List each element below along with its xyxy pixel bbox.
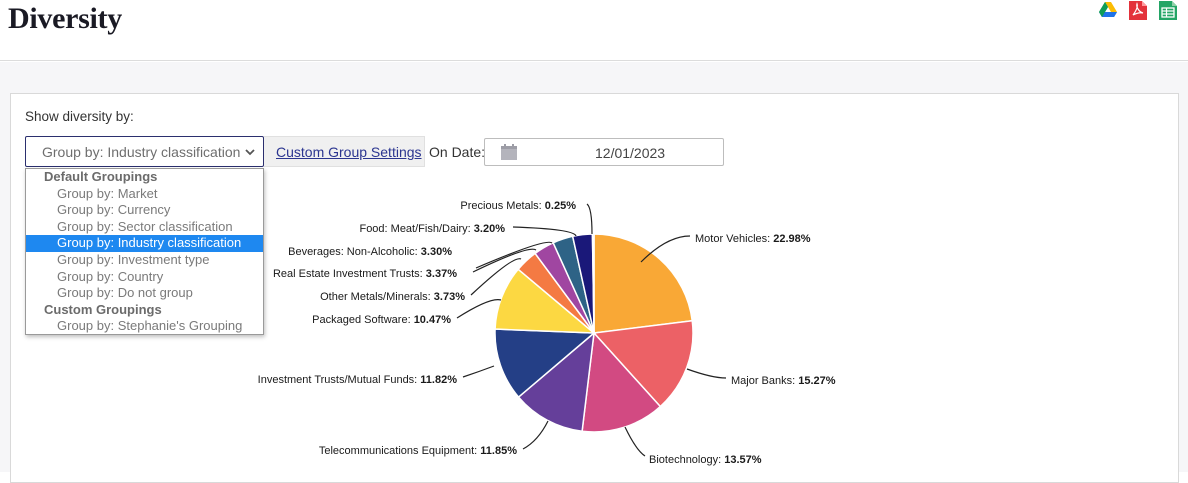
dropdown-item-country[interactable]: Group by: Country — [57, 268, 164, 284]
calendar-icon[interactable] — [500, 143, 518, 161]
slice-label-packaged-software: Packaged Software: 10.47% — [312, 314, 451, 326]
connector-line — [640, 235, 691, 263]
group-by-dropdown: Default Groupings Group by: Market Group… — [25, 168, 264, 335]
google-drive-icon[interactable] — [1098, 0, 1118, 20]
pdf-icon[interactable] — [1128, 0, 1148, 20]
connector-line — [472, 248, 537, 273]
pie-slice-precious-metals[interactable] — [591, 233, 595, 334]
slice-label-major-banks: Major Banks: 15.27% — [731, 375, 836, 387]
slice-label-investment-trusts-mutual-funds: Investment Trusts/Mutual Funds: 11.82% — [258, 374, 458, 386]
date-value: 12/01/2023 — [595, 145, 666, 161]
pie-slice-biotechnology[interactable] — [581, 331, 662, 433]
dropdown-item-industry[interactable]: Group by: Industry classification — [26, 235, 263, 252]
connector-line — [462, 365, 495, 378]
pie-slice-telecommunications-equipment[interactable] — [517, 331, 595, 433]
page-header: Diversity — [0, 0, 1188, 61]
slice-label-telecommunications-equipment: Telecommunications Equipment: 11.85% — [319, 445, 517, 457]
page-title: Diversity — [8, 2, 122, 35]
slice-label-food-meat-fish-dairy: Food: Meat/Fish/Dairy: 3.20% — [359, 223, 505, 235]
dropdown-item-investment-type[interactable]: Group by: Investment type — [57, 251, 210, 267]
group-by-select[interactable]: Group by: Industry classification — [25, 136, 264, 167]
slice-label-beverages-non-alcoholic: Beverages: Non-Alcoholic: 3.30% — [288, 246, 452, 258]
connector-line — [686, 368, 727, 379]
connector-line — [522, 420, 549, 450]
pie-slice-investment-trusts-mutual-funds[interactable] — [494, 328, 596, 399]
show-diversity-label: Show diversity by: — [25, 109, 134, 124]
spreadsheet-icon[interactable] — [1158, 0, 1178, 20]
pie-slice-major-banks[interactable] — [592, 319, 694, 408]
group-by-selected-value: Group by: Industry classification — [42, 144, 241, 160]
connector-line — [470, 258, 522, 296]
export-icons — [1098, 0, 1178, 20]
connector-line — [586, 203, 593, 235]
slice-label-motor-vehicles: Motor Vehicles: 22.98% — [695, 233, 811, 245]
pie-chart: Motor Vehicles: 22.98% Major Banks: 15.27… — [258, 200, 836, 466]
dropdown-item-stephanies-grouping[interactable]: Group by: Stephanie's Grouping — [57, 318, 243, 334]
dropdown-item-do-not-group[interactable]: Group by: Do not group — [57, 285, 193, 301]
dropdown-item-market[interactable]: Group by: Market — [57, 185, 158, 201]
slice-label-biotechnology: Biotechnology: 13.57% — [649, 454, 762, 466]
dropdown-group-custom: Custom Groupings — [44, 301, 162, 317]
chevron-down-icon — [245, 149, 255, 156]
connector-line — [475, 241, 553, 269]
connector-line — [624, 426, 646, 457]
slice-label-other-metals-minerals: Other Metals/Minerals: 3.73% — [320, 291, 465, 303]
custom-group-settings-button[interactable]: Custom Group Settings — [264, 136, 425, 167]
slice-label-precious-metals: Precious Metals: 0.25% — [460, 200, 576, 212]
slice-label-real-estate-investment-trusts: Real Estate Investment Trusts: 3.37% — [273, 268, 457, 280]
dropdown-item-sector[interactable]: Group by: Sector classification — [57, 218, 233, 234]
connector-line — [456, 299, 502, 319]
pie-slice-motor-vehicles[interactable] — [593, 233, 694, 334]
connector-line — [512, 226, 577, 237]
date-input[interactable]: 12/01/2023 — [484, 138, 724, 166]
dropdown-item-currency[interactable]: Group by: Currency — [57, 202, 171, 218]
dropdown-group-default: Default Groupings — [44, 169, 158, 184]
on-date-label: On Date: — [429, 144, 486, 160]
